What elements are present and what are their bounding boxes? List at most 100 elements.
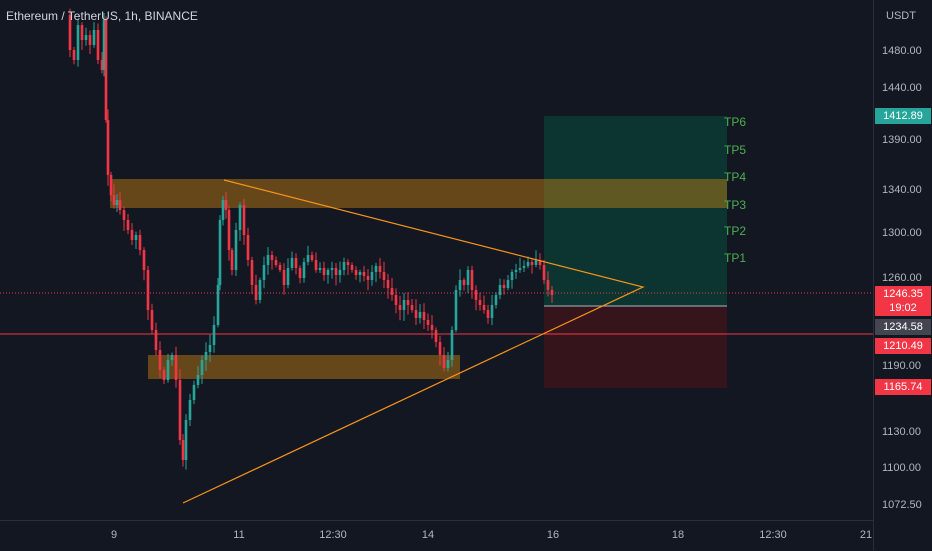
candle-body: [142, 250, 146, 270]
candle-body: [398, 305, 402, 310]
candle-body: [338, 270, 342, 275]
candle-body: [154, 330, 158, 350]
candle-body: [354, 270, 358, 275]
candle-body: [266, 255, 270, 265]
candle-body: [246, 235, 250, 260]
current-price-label: 1246.35 19:02: [875, 286, 931, 316]
candle-body: [158, 350, 162, 370]
candle-body: [498, 285, 502, 295]
price-tick: 1190.00: [882, 360, 921, 372]
candle-body: [310, 255, 314, 260]
time-axis[interactable]: 9 11 12:30 14 16 18 12:30 21: [0, 520, 873, 551]
candle-body: [250, 260, 254, 285]
candle-body: [181, 440, 185, 460]
candle-body: [394, 295, 398, 305]
candle-body: [430, 325, 434, 330]
candle-body: [478, 300, 482, 305]
candle-body: [350, 265, 354, 270]
candle-body: [208, 345, 212, 352]
candle-body: [270, 255, 274, 260]
candle-body: [530, 262, 534, 265]
tp4-label: TP4: [724, 170, 747, 184]
candle-body: [227, 210, 231, 250]
candle-body: [362, 272, 366, 276]
time-tick: 14: [421, 529, 435, 541]
candle-body: [196, 375, 200, 385]
candle-body: [442, 355, 446, 368]
candle-body: [438, 342, 442, 355]
candle-body: [458, 280, 462, 290]
candle-body: [282, 270, 286, 285]
candle-body: [258, 280, 262, 300]
time-tick: 12:30: [319, 529, 347, 541]
candle-body: [290, 258, 294, 268]
candle-body: [402, 300, 406, 310]
candle-countdown: 19:02: [889, 302, 917, 314]
candle-body: [204, 352, 208, 360]
candle-body: [470, 270, 474, 290]
candle-body: [390, 288, 394, 295]
candle-body: [506, 280, 510, 288]
candle-body: [286, 268, 290, 285]
candle-body: [102, 20, 106, 70]
candle-body: [122, 210, 126, 220]
candle-body: [150, 310, 154, 330]
chart-area[interactable]: Ethereum / TetherUS, 1h, BINANCE TP6 TP5…: [0, 0, 873, 520]
candle-body: [342, 262, 346, 270]
candle-body: [76, 25, 80, 60]
candle-body: [100, 60, 104, 70]
price-chart[interactable]: [0, 0, 873, 520]
time-tick: 11: [233, 529, 245, 541]
candle-body: [378, 266, 382, 272]
stop-price-label: 1165.74: [875, 379, 931, 395]
candle-body: [115, 200, 119, 205]
price-tick: 1100.00: [882, 462, 921, 474]
axis-currency[interactable]: USDT: [886, 10, 916, 22]
time-tick: 12:30: [759, 529, 787, 541]
candle-body: [502, 285, 506, 288]
candle-body: [410, 305, 414, 310]
candle-body: [426, 320, 430, 325]
tp2-label: TP2: [724, 224, 747, 238]
candle-body: [126, 220, 130, 230]
candle-body: [534, 260, 538, 265]
candle-body: [490, 305, 494, 318]
crosshair-price-label: 1234.58: [875, 319, 931, 335]
candle-body: [118, 200, 122, 210]
time-tick: 9: [110, 529, 118, 541]
candle-body: [178, 380, 182, 440]
candle-body: [462, 280, 466, 285]
candle-body: [109, 175, 113, 195]
triangle-pattern: [182, 179, 645, 504]
candle-body: [218, 220, 222, 285]
candle-body: [422, 312, 426, 320]
candle-body: [96, 30, 100, 60]
candle-body: [546, 280, 550, 290]
candle-body: [212, 325, 216, 345]
candle-body: [294, 258, 298, 268]
candle-body: [92, 30, 96, 45]
price-tick: 1260.00: [882, 272, 922, 284]
symbol-legend[interactable]: Ethereum / TetherUS, 1h, BINANCE: [6, 9, 198, 23]
price-tick: 1480.00: [882, 45, 922, 57]
loss-zone: [544, 306, 727, 388]
candle-body: [358, 272, 362, 275]
price-tick: 1390.00: [882, 134, 922, 146]
candle-body: [200, 360, 204, 375]
candle-body: [334, 268, 338, 275]
tp5-label: TP5: [724, 143, 747, 157]
price-tick: 1300.00: [882, 227, 922, 239]
resistance-zone: [110, 179, 727, 208]
candle-body: [494, 295, 498, 305]
candle-body: [382, 272, 386, 280]
candle-body: [104, 20, 108, 120]
candle-body: [302, 262, 306, 278]
time-tick: 16: [546, 529, 560, 541]
candle-body: [522, 266, 526, 268]
price-axis[interactable]: USDT 1480.00 1440.00 1390.00 1340.00 130…: [873, 0, 932, 550]
candle-body: [374, 266, 378, 272]
price-tick: 1340.00: [882, 184, 922, 196]
candle-body: [88, 35, 92, 45]
price-tick: 1440.00: [882, 82, 922, 94]
tp1-label: TP1: [724, 251, 747, 265]
